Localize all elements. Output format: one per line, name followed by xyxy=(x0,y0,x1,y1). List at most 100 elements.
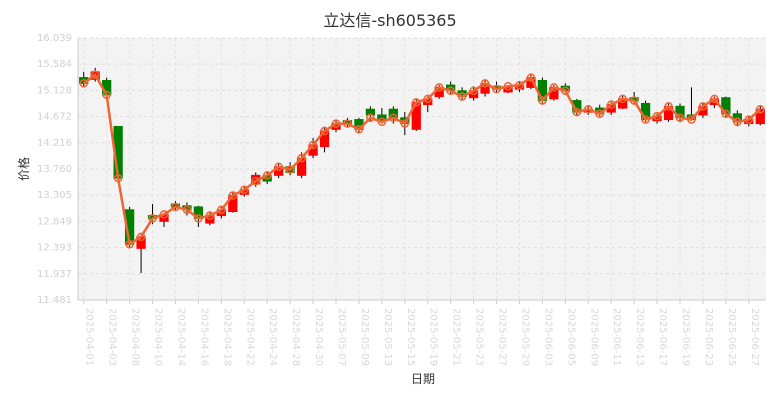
x-tick-label: 2025-06-09 xyxy=(588,308,599,366)
x-tick-label: 2025-06-13 xyxy=(634,308,645,366)
y-tick-label: 15.128 xyxy=(37,85,72,96)
x-tick-label: 2025-06-27 xyxy=(749,308,760,366)
close-point xyxy=(561,86,570,96)
x-tick-label: 2025-04-18 xyxy=(221,308,232,366)
x-tick-label: 2025-04-01 xyxy=(84,308,95,366)
close-point xyxy=(274,162,283,171)
x-tick-label: 2025-05-09 xyxy=(359,308,370,366)
close-point xyxy=(228,191,238,200)
x-tick-label: 2025-06-23 xyxy=(703,308,714,366)
close-point xyxy=(641,115,650,124)
close-point xyxy=(492,84,501,94)
close-point xyxy=(366,113,375,123)
close-point xyxy=(331,119,341,128)
close-point xyxy=(354,125,364,134)
close-point xyxy=(710,94,719,104)
close-point xyxy=(515,80,524,90)
y-tick-label: 14.216 xyxy=(37,138,72,149)
close-point xyxy=(308,140,318,150)
close-point xyxy=(343,119,352,128)
close-point xyxy=(469,86,478,96)
x-tick-label: 2025-05-15 xyxy=(405,308,416,366)
x-tick-label: 2025-06-03 xyxy=(542,308,553,366)
x-tick-label: 2025-06-17 xyxy=(657,308,668,366)
close-point xyxy=(171,202,180,212)
x-tick-label: 2025-04-28 xyxy=(290,308,301,366)
close-point xyxy=(79,79,88,88)
x-tick-label: 2025-04-08 xyxy=(130,308,141,366)
close-point xyxy=(538,96,547,105)
x-tick-label: 2025-06-05 xyxy=(565,308,576,366)
close-point xyxy=(664,102,673,111)
y-tick-label: 14.672 xyxy=(37,112,72,123)
x-tick-label: 2025-05-07 xyxy=(336,308,347,366)
close-point xyxy=(606,100,616,109)
close-point xyxy=(526,73,536,82)
close-point xyxy=(744,115,754,124)
close-line-path xyxy=(82,72,762,247)
close-point xyxy=(480,79,490,88)
close-point xyxy=(423,94,432,104)
close-point xyxy=(125,240,134,249)
x-tick-label: 2025-05-23 xyxy=(474,308,485,366)
close-point xyxy=(136,232,146,242)
close-point xyxy=(652,111,662,121)
x-tick-label: 2025-06-25 xyxy=(726,308,737,366)
x-tick-label: 2025-04-22 xyxy=(244,308,255,366)
close-point xyxy=(377,117,387,127)
x-tick-label: 2025-04-10 xyxy=(153,308,164,366)
close-point xyxy=(675,113,685,123)
close-point xyxy=(412,98,421,107)
close-point xyxy=(434,83,444,92)
y-tick-label: 13.760 xyxy=(37,164,72,175)
close-line xyxy=(79,70,765,249)
x-tick-label: 2025-04-03 xyxy=(107,308,118,366)
close-point xyxy=(503,81,513,91)
close-point xyxy=(251,176,260,186)
x-axis-label: 日期 xyxy=(411,372,435,386)
close-point xyxy=(159,210,169,219)
close-point xyxy=(595,109,604,119)
x-tick-label: 2025-05-19 xyxy=(428,308,439,366)
close-point xyxy=(194,214,203,223)
close-point xyxy=(285,165,295,174)
close-point xyxy=(262,171,272,180)
y-tick-label: 16.039 xyxy=(37,33,72,44)
x-tick-label: 2025-05-29 xyxy=(519,308,530,366)
x-tick-label: 2025-04-30 xyxy=(313,308,324,366)
close-point xyxy=(297,153,306,163)
x-tick-label: 2025-05-21 xyxy=(451,308,462,366)
close-point xyxy=(148,214,157,223)
x-tick-label: 2025-04-14 xyxy=(175,308,186,366)
x-tick-label: 2025-04-16 xyxy=(198,308,209,366)
close-point xyxy=(733,117,742,127)
close-point xyxy=(320,126,329,136)
close-point xyxy=(721,109,731,119)
x-tick-label: 2025-06-11 xyxy=(611,308,622,366)
y-axis-label: 价格 xyxy=(16,157,31,181)
y-axis: 16.039 15.584 15.128 14.672 14.216 13.760 13.3… xyxy=(37,33,79,306)
close-point xyxy=(102,90,111,100)
y-tick-label: 15.584 xyxy=(37,59,72,70)
close-point xyxy=(698,102,708,111)
y-tick-label: 12.393 xyxy=(37,243,72,254)
close-point xyxy=(584,104,593,114)
close-point xyxy=(400,119,410,128)
x-tick-label: 2025-06-19 xyxy=(680,308,691,366)
close-point xyxy=(205,211,215,220)
close-point xyxy=(113,173,123,183)
close-point xyxy=(182,205,192,215)
close-point xyxy=(217,205,226,215)
y-tick-label: 12.849 xyxy=(37,216,72,227)
y-tick-label: 13.305 xyxy=(37,190,72,201)
close-point xyxy=(90,70,100,79)
close-point xyxy=(240,185,249,194)
x-tick-label: 2025-05-27 xyxy=(497,308,508,366)
close-point xyxy=(549,83,559,92)
close-point xyxy=(389,113,398,123)
close-point xyxy=(572,107,582,117)
close-point xyxy=(687,115,696,124)
close-point xyxy=(618,94,627,104)
chart-title: 立达信-sh605365 xyxy=(323,11,457,30)
